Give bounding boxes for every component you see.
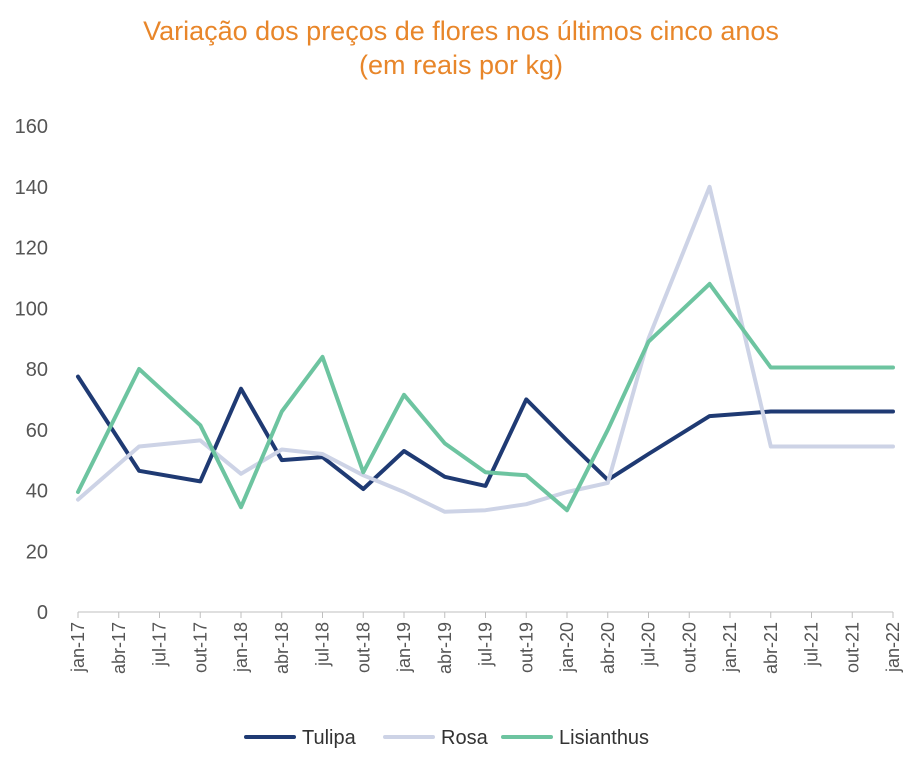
series-line-tulipa xyxy=(76,374,895,491)
x-tick-label: jul-18 xyxy=(313,622,333,667)
y-tick-label: 20 xyxy=(26,541,48,563)
x-tick-label: out-20 xyxy=(679,622,699,673)
x-tick-label: abr-17 xyxy=(109,622,129,674)
chart-title: Variação dos preços de flores nos último… xyxy=(143,16,779,46)
chart-title-block: Variação dos preços de flores nos último… xyxy=(0,14,922,82)
x-tick-label: jul-17 xyxy=(150,622,170,667)
x-tick-label: out-19 xyxy=(516,622,536,673)
x-tick-label: jul-20 xyxy=(639,622,659,667)
y-tick-label: 60 xyxy=(26,420,48,442)
y-tick-label: 40 xyxy=(26,481,48,503)
x-tick-label: out-17 xyxy=(190,622,210,673)
x-tick-label: jan-22 xyxy=(883,622,903,673)
x-tick-label: jul-21 xyxy=(802,622,822,667)
x-tick-label: jan-20 xyxy=(557,622,577,673)
x-tick-label: jan-18 xyxy=(231,622,251,673)
x-tick-label: jan-19 xyxy=(394,622,414,673)
legend-label-rosa: Rosa xyxy=(441,727,489,749)
y-tick-label: 160 xyxy=(15,116,48,138)
y-tick-label: 0 xyxy=(37,602,48,624)
legend-label-lisianthus: Lisianthus xyxy=(559,727,649,749)
y-tick-label: 120 xyxy=(15,238,48,260)
x-tick-label: jan-17 xyxy=(68,622,88,673)
x-tick-label: abr-19 xyxy=(435,622,455,674)
y-tick-label: 100 xyxy=(15,298,48,320)
x-tick-label: out-21 xyxy=(842,622,862,673)
x-tick-label: jan-21 xyxy=(720,622,740,673)
series-line-rosa xyxy=(76,184,895,514)
x-tick-label: jul-19 xyxy=(476,622,496,667)
x-tick-label: abr-20 xyxy=(598,622,618,674)
x-tick-label: out-18 xyxy=(353,622,373,673)
series-line-lisianthus xyxy=(76,281,895,513)
legend-label-tulipa: Tulipa xyxy=(302,727,357,749)
x-tick-label: abr-18 xyxy=(272,622,292,674)
y-tick-label: 140 xyxy=(15,177,48,199)
y-tick-label: 80 xyxy=(26,359,48,381)
x-tick-label: abr-21 xyxy=(761,622,781,674)
chart-subtitle: (em reais por kg) xyxy=(358,50,564,80)
